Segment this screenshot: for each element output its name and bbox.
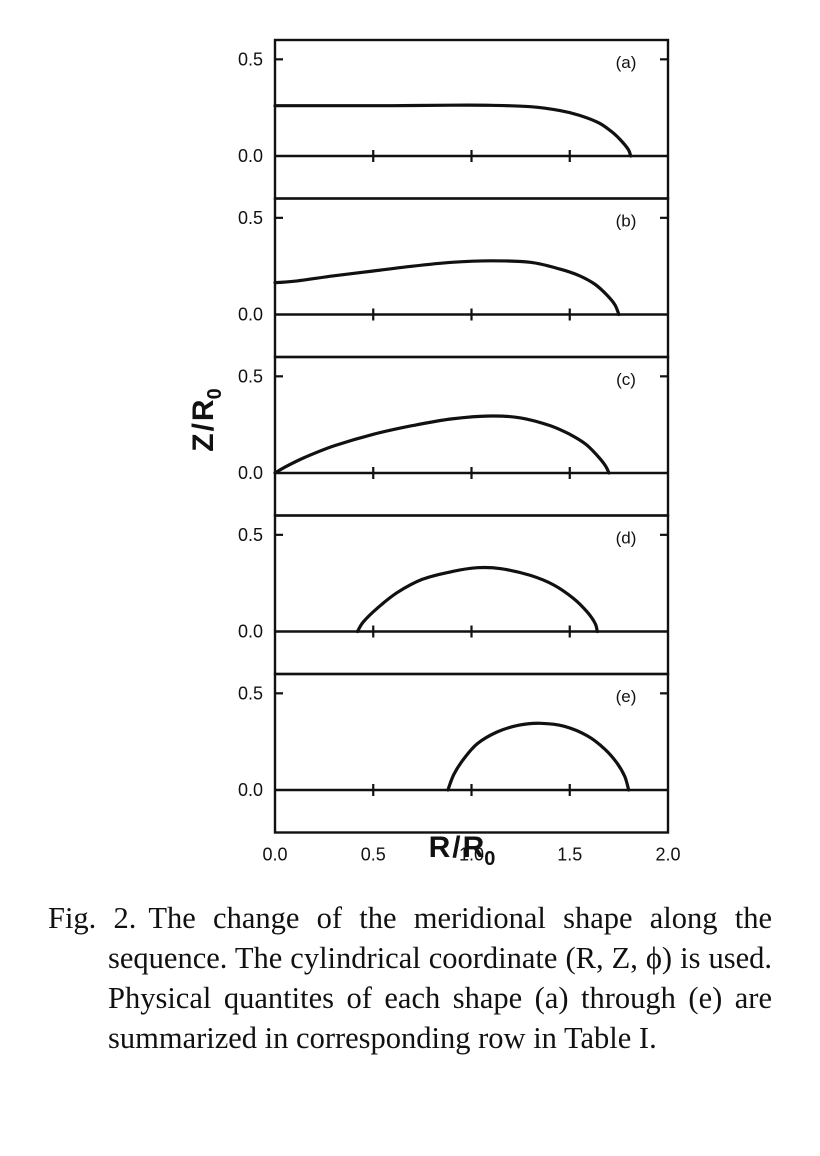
panel-frame <box>275 40 668 199</box>
y-tick-label: 0.5 <box>238 366 263 386</box>
panel-a: 0.0 0.5 (a) <box>238 40 668 199</box>
y-tick-label: 0.0 <box>238 146 263 166</box>
meridional-shape-figure: 0.00.5 (a)0.00.5 (b)0.00.5 (c)0.00.5 (d)0.00… <box>0 0 820 890</box>
panel-label: (e) <box>616 687 637 706</box>
y-tick-label: 0.0 <box>238 463 263 483</box>
x-tick-label: 1.5 <box>557 845 582 865</box>
panel-frame <box>275 357 668 516</box>
panels-group: 0.00.5 (a)0.00.5 (b)0.00.5 (c)0.00.5 (d)0.00… <box>238 40 668 833</box>
shape-curve <box>275 261 619 315</box>
y-tick-label: 0.5 <box>238 525 263 545</box>
panel-label: (c) <box>616 370 636 389</box>
shape-curve <box>275 416 609 473</box>
panel-e: 0.0 0.5 (e) <box>238 674 668 833</box>
y-tick-label: 0.5 <box>238 683 263 703</box>
shape-curve <box>448 723 629 790</box>
shape-curve <box>358 567 598 631</box>
y-axis-title: Z/R0 <box>187 388 226 451</box>
y-tick-label: 0.5 <box>238 49 263 69</box>
y-tick-label: 0.0 <box>238 305 263 325</box>
x-tick-label: 0.5 <box>361 845 386 865</box>
panel-label: (b) <box>616 212 637 231</box>
y-axis-title-group: Z/R0 <box>187 388 226 451</box>
x-tick-label: 2.0 <box>655 845 680 865</box>
y-tick-label: 0.5 <box>238 208 263 228</box>
panel-frame <box>275 199 668 358</box>
caption-label: Fig. 2. <box>48 901 136 935</box>
panel-c: 0.0 0.5 (c) <box>238 357 668 516</box>
shape-curve <box>275 105 631 156</box>
caption-text: The change of the meridional shape along… <box>108 901 772 1055</box>
panel-b: 0.0 0.5 (b) <box>238 199 668 358</box>
figure-caption: Fig. 2. The change of the meridional shap… <box>48 898 772 1058</box>
x-tick-label: 0.0 <box>262 845 287 865</box>
y-tick-label: 0.0 <box>238 780 263 800</box>
panel-label: (a) <box>616 53 637 72</box>
panel-label: (d) <box>616 529 637 548</box>
panel-frame <box>275 516 668 675</box>
panel-d: 0.0 0.5 (d) <box>238 516 668 675</box>
y-tick-label: 0.0 <box>238 622 263 642</box>
